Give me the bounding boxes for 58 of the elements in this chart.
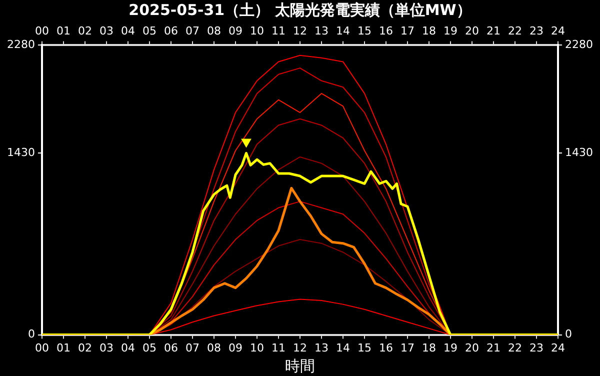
x2-tick-label: 12 [293, 24, 307, 38]
x-tick-label: 18 [422, 341, 436, 354]
x2-tick-label: 11 [272, 24, 286, 38]
x-tick-label: 15 [358, 341, 372, 354]
y2-tick-label: 0 [565, 328, 572, 341]
x-tick-label: 09 [228, 341, 242, 354]
x-tick-label: 07 [186, 341, 200, 354]
x2-tick-label: 08 [207, 24, 221, 38]
x-tick-label: 03 [99, 341, 114, 354]
x2-tick-label: 02 [78, 24, 92, 38]
x-tick-label: 06 [164, 341, 178, 354]
x-tick-label: 21 [486, 341, 501, 354]
x-tick-label: 08 [207, 341, 221, 354]
x-tick-label: 10 [250, 341, 264, 354]
x2-tick-label: 22 [508, 24, 522, 38]
y-tick-label: 1430 [6, 146, 35, 160]
y-tick-label: 2280 [6, 38, 35, 52]
y2-tick-label: 2280 [565, 38, 594, 52]
x2-tick-label: 01 [56, 24, 70, 38]
x2-tick-label: 16 [379, 24, 393, 38]
x-tick-label: 16 [379, 341, 393, 354]
x2-tick-label: 04 [120, 24, 135, 38]
x2-tick-label: 06 [164, 24, 178, 38]
x-tick-label: 00 [34, 341, 49, 354]
x-tick-label: 01 [56, 341, 70, 354]
x2-tick-label: 24 [551, 24, 566, 38]
x2-tick-label: 09 [228, 24, 242, 38]
x2-tick-label: 13 [314, 24, 328, 38]
x2-tick-label: 19 [444, 24, 458, 38]
x2-tick-label: 10 [250, 24, 264, 38]
x2-tick-label: 17 [400, 24, 414, 38]
x2-tick-label: 14 [336, 24, 350, 38]
x-axis-title: 時間 [285, 356, 315, 375]
x-tick-label: 22 [508, 341, 522, 354]
x-tick-label: 02 [78, 341, 92, 354]
x2-tick-label: 00 [34, 24, 49, 38]
chart-title: 2025-05-31（土） 太陽光発電実績（単位MW） [128, 0, 472, 19]
x2-tick-label: 07 [186, 24, 200, 38]
x-tick-label: 14 [336, 341, 350, 354]
x-tick-label: 24 [551, 341, 566, 354]
x-tick-label: 13 [314, 341, 328, 354]
x2-tick-label: 18 [422, 24, 436, 38]
x-tick-label: 17 [400, 341, 414, 354]
x-tick-label: 11 [272, 341, 286, 354]
x2-tick-label: 05 [142, 24, 156, 38]
x2-tick-label: 03 [99, 24, 114, 38]
x2-tick-label: 15 [358, 24, 372, 38]
x-tick-label: 20 [465, 341, 480, 354]
x-tick-label: 05 [142, 341, 156, 354]
x-tick-label: 19 [444, 341, 458, 354]
y-tick-label: 0 [28, 328, 35, 341]
x-tick-label: 04 [120, 341, 135, 354]
x2-tick-label: 23 [530, 24, 544, 38]
x2-tick-label: 20 [465, 24, 480, 38]
x-tick-label: 23 [530, 341, 544, 354]
x2-tick-label: 21 [486, 24, 501, 38]
x-tick-label: 12 [293, 341, 307, 354]
y2-tick-label: 1430 [565, 146, 594, 160]
